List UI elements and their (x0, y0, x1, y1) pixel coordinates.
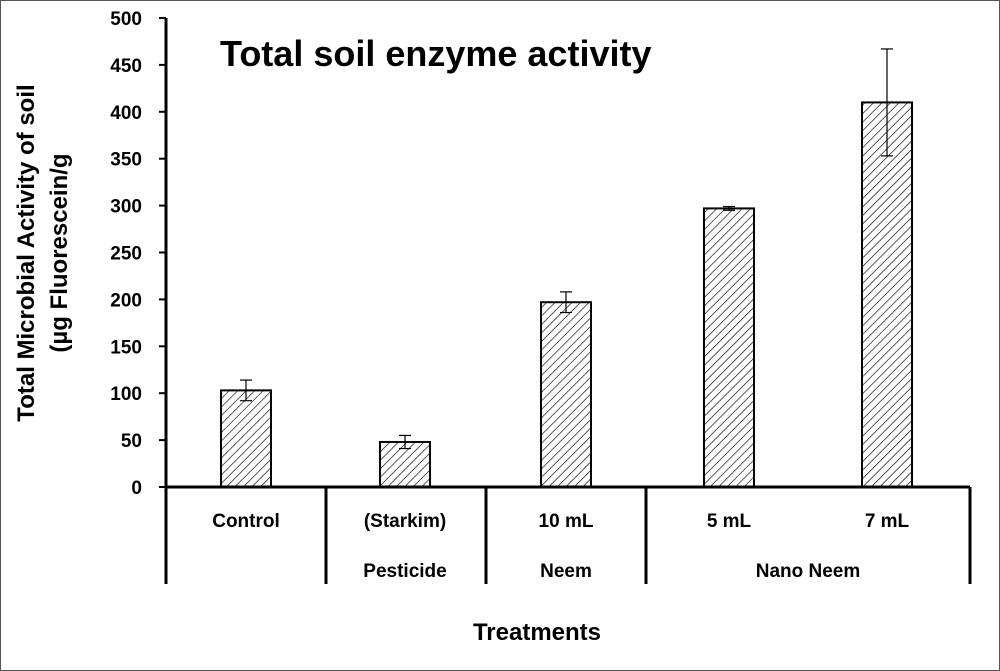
bar (861, 101, 913, 488)
y-tick-label: 250 (110, 244, 142, 265)
bar (703, 207, 755, 488)
chart-title: Total soil enzyme activity (220, 33, 651, 74)
y-tick-label: 50 (121, 431, 142, 452)
category-label-line2: Pesticide (363, 561, 446, 582)
bar (540, 301, 592, 488)
y-tick-label: 100 (110, 384, 142, 405)
x-axis-title: Treatments (473, 619, 601, 646)
category-label: 7 mL (865, 511, 910, 532)
y-tick-label: 450 (110, 56, 142, 77)
category-label-line2: Neem (540, 561, 592, 582)
category-label: (Starkim) (364, 511, 446, 532)
bars (220, 48, 913, 489)
y-tick-label: 200 (110, 290, 142, 311)
y-axis-title: Total Microbial Activity of soil (µg Flu… (13, 84, 73, 421)
category-label: Control (212, 511, 280, 532)
y-axis: 0 50 100 150 200 250 300 350 400 450 500 (110, 9, 168, 499)
y-axis-title-line2: (µg Fluorescein/g (46, 153, 73, 352)
category-label: 10 mL (539, 511, 594, 532)
y-tick-label: 350 (110, 150, 142, 171)
category-label: 5 mL (707, 511, 752, 532)
group-label: Nano Neem (756, 561, 861, 582)
y-axis-title-line1: Total Microbial Activity of soil (13, 84, 40, 421)
y-tick-label: 150 (110, 337, 142, 358)
y-tick-label: 0 (131, 478, 142, 499)
y-tick-label: 400 (110, 103, 142, 124)
y-tick-label: 500 (110, 9, 142, 30)
x-axis: Control (Starkim) Pesticide 10 mL Neem 5 mL 7 … (164, 485, 972, 584)
bar (220, 389, 272, 488)
y-tick-label: 300 (110, 197, 142, 218)
